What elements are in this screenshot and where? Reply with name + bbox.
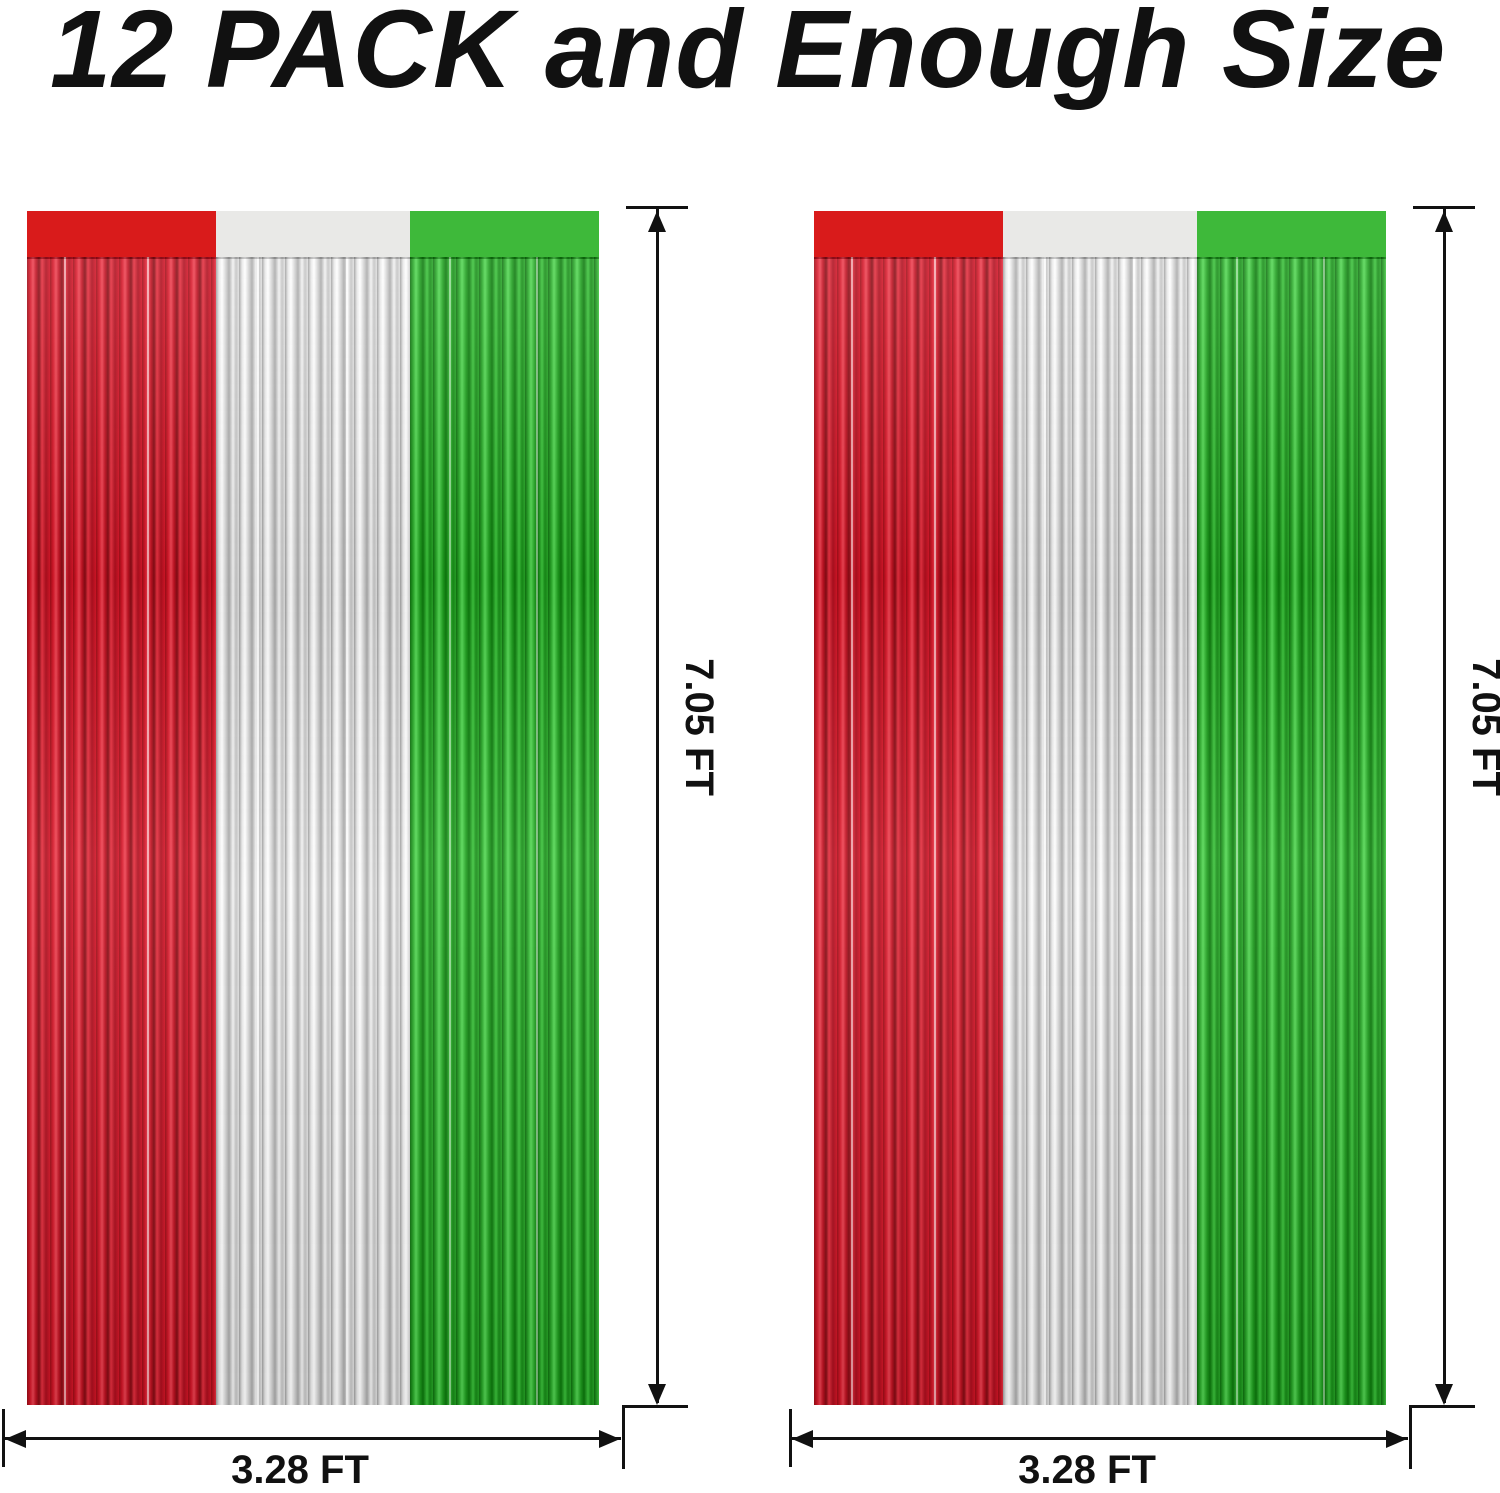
corner-bracket-horizontal [1409,1405,1475,1408]
height-dimension-line [1443,209,1446,1403]
arrow-right-icon [599,1429,620,1448]
band-silver-segment [215,211,411,257]
width-label: 3.28 FT [231,1448,369,1492]
fringe-silver-section [1002,257,1198,1405]
width-dimension-line [791,1437,1408,1440]
headline: 12 PACK and Enough Size [50,0,1447,111]
width-dimension-left-tick [2,1409,5,1467]
curtain-image [27,211,599,1405]
fringe-green-section [410,257,599,1405]
curtain-image [814,211,1386,1405]
band-green-segment [410,211,599,257]
curtain-header-band [27,211,599,257]
curtain-fringe [27,257,599,1405]
corner-bracket-vertical [622,1405,625,1469]
arrow-left-icon [792,1429,813,1448]
fringe-silver-section [215,257,411,1405]
curtain-header-band [814,211,1386,257]
height-dimension-top-tick [626,206,688,209]
width-dimension-line [4,1437,621,1440]
band-silver-segment [1002,211,1198,257]
fringe-red-section [814,257,1003,1405]
curtain-panel-1: 7.05 FT 3.28 FT [0,0,721,1493]
band-green-segment [1197,211,1386,257]
arrow-down-icon [1435,1384,1453,1405]
arrow-right-icon [1386,1429,1407,1448]
fringe-green-section [1197,257,1386,1405]
arrow-down-icon [648,1384,666,1405]
band-red-segment [814,211,1003,257]
arrow-up-icon [1435,211,1453,232]
height-dimension-top-tick [1413,206,1475,209]
corner-bracket-horizontal [622,1405,688,1408]
width-label: 3.28 FT [1018,1448,1156,1492]
fringe-red-section [27,257,216,1405]
height-label: 7.05 FT [1464,658,1500,796]
arrow-up-icon [648,211,666,232]
curtain-fringe [814,257,1386,1405]
width-dimension-left-tick [789,1409,792,1467]
height-dimension-line [656,209,659,1403]
arrow-left-icon [5,1429,26,1448]
corner-bracket-vertical [1409,1405,1412,1469]
height-label: 7.05 FT [677,658,721,796]
curtain-panel-2: 7.05 FT 3.28 FT [787,0,1500,1493]
band-red-segment [27,211,216,257]
